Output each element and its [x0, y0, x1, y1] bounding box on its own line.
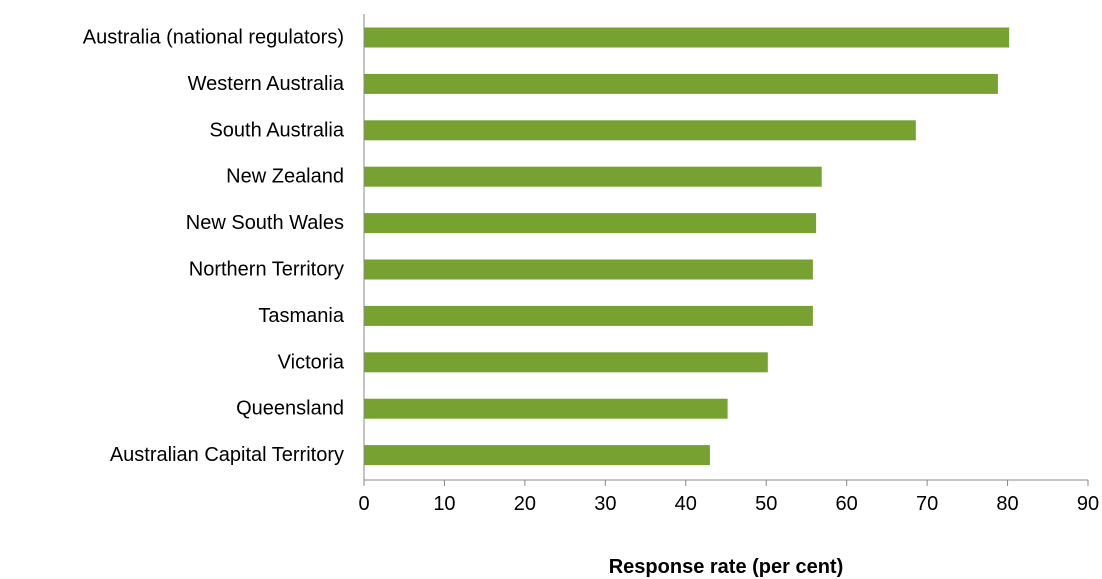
x-tick-label-5: 50 — [755, 493, 777, 515]
category-label-8: Queensland — [236, 398, 344, 420]
bar-4 — [364, 213, 817, 234]
x-tick-label-4: 40 — [675, 493, 697, 515]
x-tick-label-8: 80 — [996, 493, 1018, 515]
x-tick-label-1: 10 — [433, 493, 455, 515]
x-tick-label-7: 70 — [916, 493, 938, 515]
bars-group — [364, 27, 1010, 466]
x-ticks-group: 0 10 20 30 40 50 60 70 80 90 — [358, 480, 1099, 515]
category-label-5: Northern Territory — [189, 259, 344, 281]
bar-3 — [364, 166, 822, 187]
category-label-7: Victoria — [278, 351, 345, 373]
bar-7 — [364, 352, 768, 373]
x-tick-label-9: 90 — [1077, 493, 1099, 515]
x-tick-label-6: 60 — [836, 493, 858, 515]
category-label-2: South Australia — [209, 119, 344, 141]
category-label-3: New Zealand — [226, 166, 344, 188]
category-label-6: Tasmania — [258, 305, 344, 327]
bar-9 — [364, 445, 710, 466]
category-label-1: Western Australia — [188, 73, 345, 95]
x-tick-label-2: 20 — [514, 493, 536, 515]
bar-5 — [364, 259, 813, 280]
x-axis-title: Response rate (per cent) — [609, 556, 844, 578]
category-label-4: New South Wales — [186, 212, 344, 234]
bar-6 — [364, 305, 813, 326]
category-label-0: Australia (national regulators) — [83, 27, 344, 49]
category-labels-group: Australia (national regulators) Western A… — [83, 27, 345, 467]
x-tick-label-0: 0 — [358, 493, 369, 515]
x-tick-label-3: 30 — [594, 493, 616, 515]
bar-1 — [364, 73, 998, 94]
bar-0 — [364, 27, 1010, 48]
bar-8 — [364, 398, 728, 419]
category-label-9: Australian Capital Territory — [110, 444, 344, 466]
bar-2 — [364, 120, 916, 141]
